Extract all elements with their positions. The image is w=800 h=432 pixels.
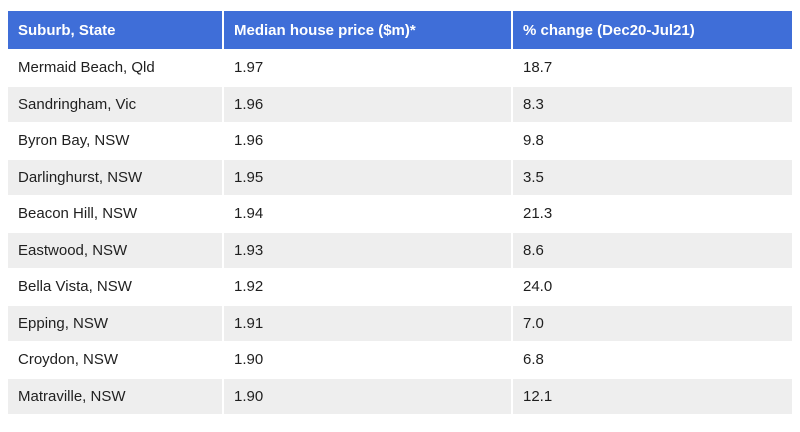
cell-suburb: Beacon Hill, NSW xyxy=(8,195,224,232)
table-row: Matraville, NSW 1.90 12.1 xyxy=(8,377,792,414)
cell-change: 21.3 xyxy=(513,195,792,232)
cell-change: 7.0 xyxy=(513,304,792,341)
table-row: Darlinghurst, NSW 1.95 3.5 xyxy=(8,158,792,195)
cell-change: 18.7 xyxy=(513,49,792,86)
cell-suburb: Matraville, NSW xyxy=(8,377,224,414)
cell-price: 1.91 xyxy=(224,304,513,341)
median-price-table-container: Suburb, State Median house price ($m)* %… xyxy=(8,11,792,414)
cell-change: 3.5 xyxy=(513,158,792,195)
cell-price: 1.95 xyxy=(224,158,513,195)
cell-suburb: Mermaid Beach, Qld xyxy=(8,49,224,86)
cell-price: 1.96 xyxy=(224,85,513,122)
table-body: Mermaid Beach, Qld 1.97 18.7 Sandringham… xyxy=(8,49,792,414)
cell-price: 1.90 xyxy=(224,377,513,414)
header-percent-change: % change (Dec20-Jul21) xyxy=(513,11,792,49)
table-row: Sandringham, Vic 1.96 8.3 xyxy=(8,85,792,122)
table-header: Suburb, State Median house price ($m)* %… xyxy=(8,11,792,49)
cell-price: 1.90 xyxy=(224,341,513,378)
cell-change: 12.1 xyxy=(513,377,792,414)
table-row: Eastwood, NSW 1.93 8.6 xyxy=(8,231,792,268)
table-row: Bella Vista, NSW 1.92 24.0 xyxy=(8,268,792,305)
cell-suburb: Epping, NSW xyxy=(8,304,224,341)
table-row: Epping, NSW 1.91 7.0 xyxy=(8,304,792,341)
cell-suburb: Byron Bay, NSW xyxy=(8,122,224,159)
cell-suburb: Croydon, NSW xyxy=(8,341,224,378)
cell-change: 6.8 xyxy=(513,341,792,378)
cell-price: 1.96 xyxy=(224,122,513,159)
cell-price: 1.97 xyxy=(224,49,513,86)
cell-price: 1.92 xyxy=(224,268,513,305)
table-row: Beacon Hill, NSW 1.94 21.3 xyxy=(8,195,792,232)
cell-suburb: Darlinghurst, NSW xyxy=(8,158,224,195)
table-row: Byron Bay, NSW 1.96 9.8 xyxy=(8,122,792,159)
cell-suburb: Sandringham, Vic xyxy=(8,85,224,122)
cell-price: 1.94 xyxy=(224,195,513,232)
table-row: Mermaid Beach, Qld 1.97 18.7 xyxy=(8,49,792,86)
median-price-table: Suburb, State Median house price ($m)* %… xyxy=(8,11,792,414)
cell-change: 8.6 xyxy=(513,231,792,268)
cell-change: 9.8 xyxy=(513,122,792,159)
table-row: Croydon, NSW 1.90 6.8 xyxy=(8,341,792,378)
cell-suburb: Bella Vista, NSW xyxy=(8,268,224,305)
cell-change: 8.3 xyxy=(513,85,792,122)
cell-price: 1.93 xyxy=(224,231,513,268)
cell-change: 24.0 xyxy=(513,268,792,305)
header-median-price: Median house price ($m)* xyxy=(224,11,513,49)
header-suburb-state: Suburb, State xyxy=(8,11,224,49)
cell-suburb: Eastwood, NSW xyxy=(8,231,224,268)
header-row: Suburb, State Median house price ($m)* %… xyxy=(8,11,792,49)
